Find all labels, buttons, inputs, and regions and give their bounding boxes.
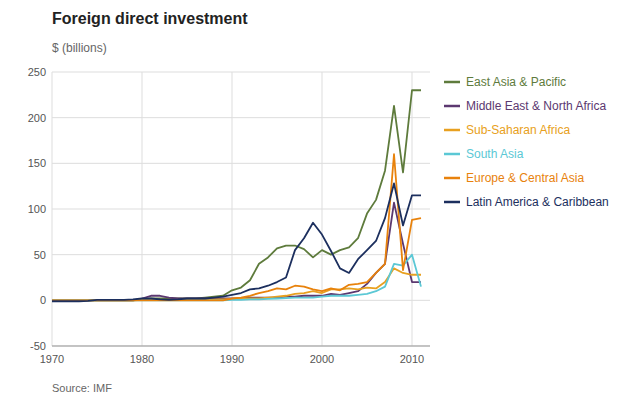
x-grid-line (322, 72, 323, 346)
y-grid-line (52, 254, 430, 255)
x-grid-line (142, 72, 143, 346)
x-grid-line (412, 72, 413, 346)
y-tick-label: 150 (28, 157, 46, 169)
x-grid-line (52, 72, 53, 346)
series-line (52, 90, 421, 300)
y-tick-label: -50 (30, 340, 46, 352)
y-grid-line (52, 117, 430, 118)
x-tick-label: 1980 (130, 353, 154, 365)
legend-swatch (444, 105, 460, 108)
legend-label: Middle East & North Africa (466, 99, 606, 113)
y-tick-label: 50 (34, 249, 46, 261)
grid (52, 72, 430, 346)
x-grid-line (232, 72, 233, 346)
title: Foreign direct investment (52, 10, 248, 27)
legend-swatch (444, 201, 460, 204)
chart: Foreign direct investment $ (billions) -50… (0, 0, 624, 400)
legend-swatch (444, 177, 460, 180)
source-note: Source: IMF (52, 382, 112, 394)
lines (52, 90, 421, 301)
legend-label: East Asia & Pacific (466, 75, 566, 89)
legend-label: Sub-Saharan Africa (466, 123, 570, 137)
y-grid-line (52, 346, 430, 347)
y-tick-label: 100 (28, 203, 46, 215)
legend: East Asia & Pacific Middle East & North A… (444, 75, 609, 209)
y-tick-label: 250 (28, 66, 46, 78)
x-tick-label: 2000 (310, 353, 334, 365)
y-grid-line (52, 209, 430, 210)
legend-label: Latin America & Caribbean (466, 195, 609, 209)
series-line (52, 268, 421, 300)
y-grid-line (52, 72, 430, 73)
y-axis-label: $ (billions) (52, 41, 107, 55)
background (0, 0, 624, 400)
legend-swatch (444, 153, 460, 156)
legend-label: Europe & Central Asia (466, 171, 584, 185)
x-tick-label: 1990 (220, 353, 244, 365)
x-tick-label: 1970 (40, 353, 64, 365)
legend-swatch (444, 129, 460, 132)
y-tick-label: 0 (40, 294, 46, 306)
series-line (52, 154, 421, 300)
legend-label: South Asia (466, 147, 524, 161)
series-line (52, 183, 421, 301)
x-tick-label: 2010 (400, 353, 424, 365)
legend-swatch (444, 81, 460, 84)
y-grid-line (52, 163, 430, 164)
y-tick-label: 200 (28, 112, 46, 124)
x-axis-line (52, 346, 430, 347)
